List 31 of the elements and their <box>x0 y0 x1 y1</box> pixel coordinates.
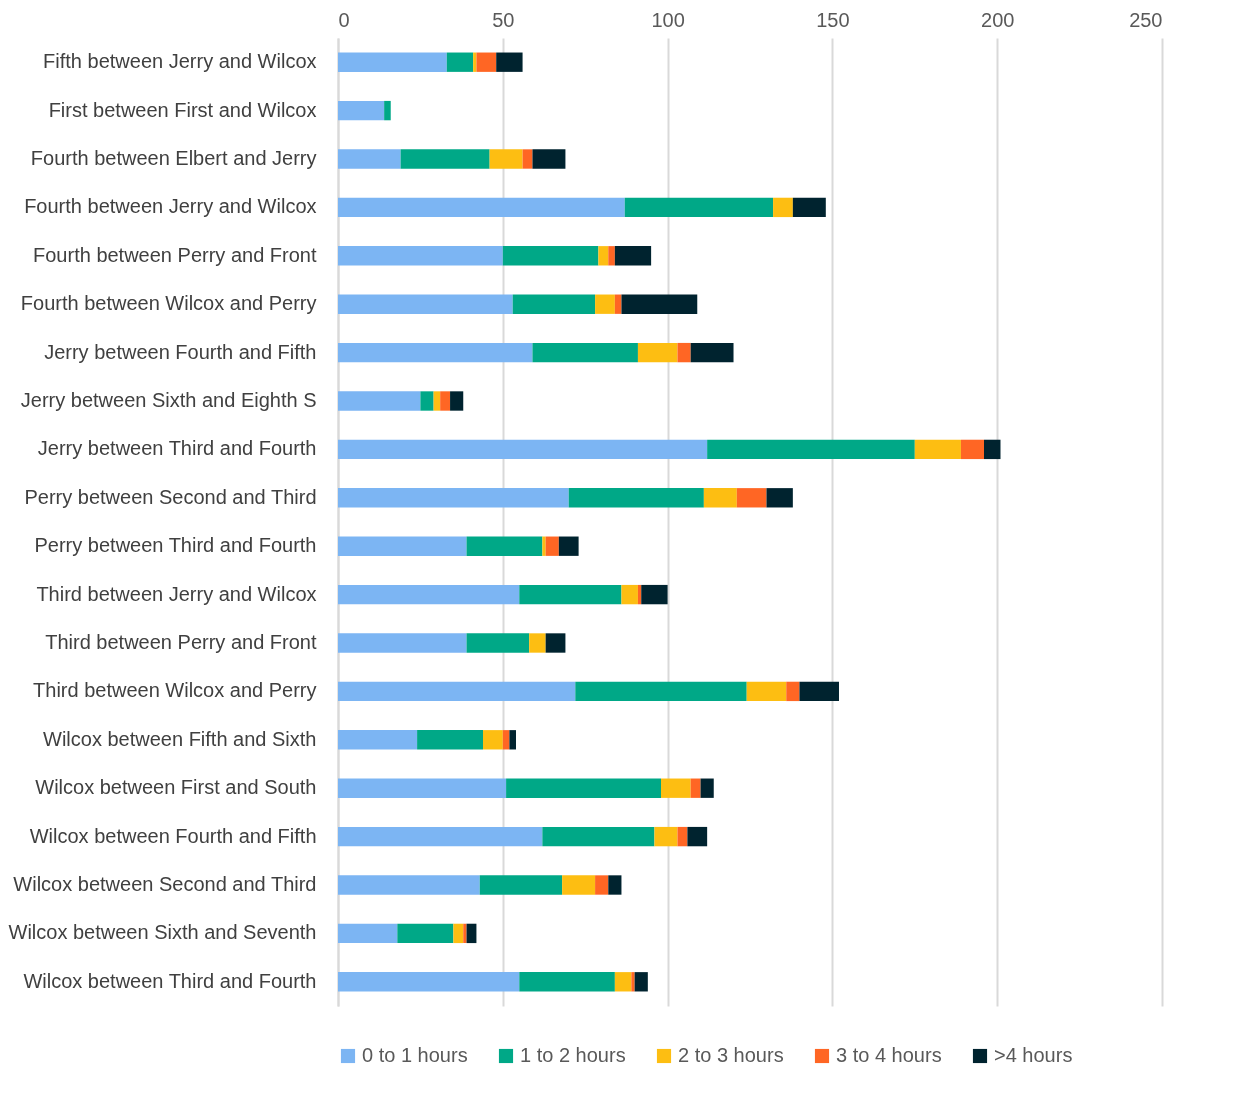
y-tick-label: Wilcox between First and South <box>35 776 317 799</box>
y-tick-label: Third between Jerry and Wilcox <box>36 582 317 605</box>
y-tick-label: First between First and Wilcox <box>48 98 317 121</box>
y-tick-label: Fourth between Wilcox and Perry <box>20 292 317 315</box>
x-tick-label: 100 <box>651 8 685 31</box>
y-tick-label: Third between Perry and Front <box>45 631 317 653</box>
y-tick-label: Fourth between Jerry and Wilcox <box>24 195 317 218</box>
x-tick-label: 250 <box>1129 8 1163 31</box>
y-tick-label: Jerry between Fourth and Fifth <box>44 340 317 363</box>
legend-label: 2 to 3 hours <box>678 1044 784 1066</box>
x-tick-label: 50 <box>492 8 515 31</box>
y-tick-label: Fourth between Elbert and Jerry <box>30 147 317 169</box>
y-tick-label: Perry between Second and Third <box>24 485 317 508</box>
y-tick-label: Wilcox between Second and Third <box>13 873 317 895</box>
y-tick-label: Wilcox between Third and Fourth <box>23 969 317 992</box>
y-tick-label: Jerry between Third and Fourth <box>37 437 317 460</box>
x-tick-label: 200 <box>981 8 1015 31</box>
legend-label: 1 to 2 hours <box>520 1044 626 1066</box>
y-tick-label: Perry between Third and Fourth <box>34 534 317 557</box>
legend-label: >4 hours <box>994 1044 1073 1066</box>
legend-label: 3 to 4 hours <box>836 1044 942 1066</box>
y-tick-label: Wilcox between Fifth and Sixth <box>43 727 317 750</box>
y-tick-label: Wilcox between Fourth and Fifth <box>29 824 317 847</box>
y-tick-label: Fourth between Perry and Front <box>33 243 317 266</box>
x-tick-label: 0 <box>338 8 350 31</box>
y-tick-label: Jerry between Sixth and Eighth S <box>20 389 317 411</box>
y-tick-label: Fifth between Jerry and Wilcox <box>43 50 317 73</box>
x-tick-label: 150 <box>816 8 850 31</box>
y-tick-label: Third between Wilcox and Perry <box>33 679 317 702</box>
legend-label: 0 to 1 hours <box>362 1044 468 1066</box>
y-tick-label: Wilcox between Sixth and Seventh <box>8 921 317 944</box>
